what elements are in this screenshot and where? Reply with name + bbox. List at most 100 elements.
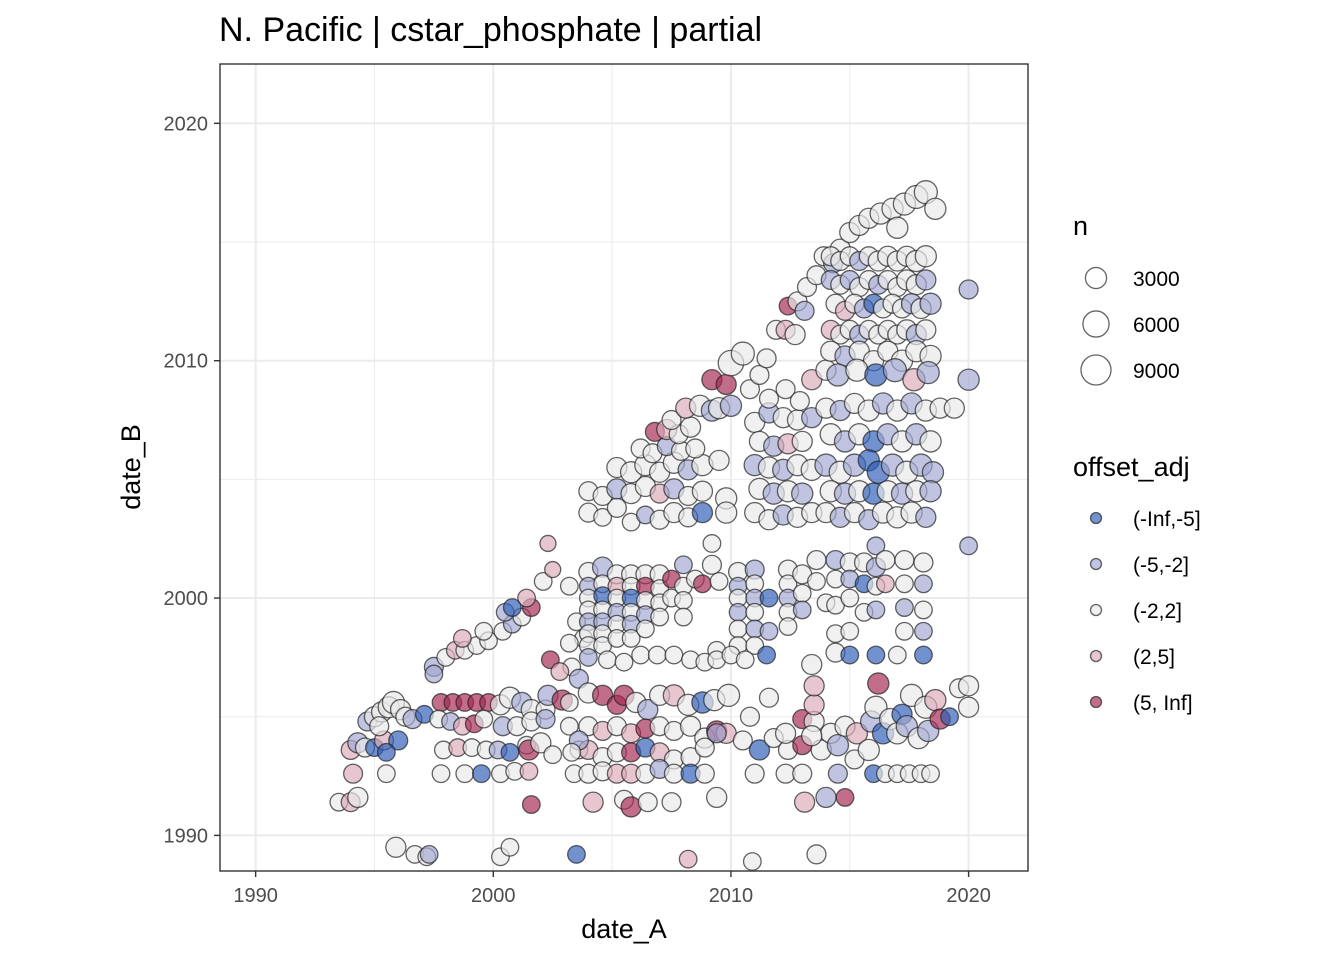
- data-point: [673, 607, 693, 627]
- data-point: [559, 576, 579, 596]
- data-point: [455, 764, 475, 784]
- data-point: [801, 653, 823, 676]
- data-point: [915, 269, 937, 291]
- data-point: [943, 397, 966, 419]
- data-point: [919, 480, 942, 503]
- data-point: [376, 764, 396, 784]
- data-point: [921, 461, 945, 484]
- data-point: [678, 849, 698, 869]
- data-point: [915, 506, 937, 529]
- data-point: [924, 688, 947, 712]
- data-point: [914, 245, 938, 268]
- data-point: [758, 388, 780, 409]
- data-point: [749, 364, 770, 386]
- data-point: [621, 628, 641, 648]
- data-point: [742, 852, 762, 871]
- data-point: [919, 292, 942, 315]
- data-point: [664, 645, 684, 665]
- data-point: [597, 650, 617, 670]
- color-legend-label: (2,5]: [1133, 646, 1175, 669]
- data-point: [775, 379, 796, 400]
- data-point: [913, 552, 934, 573]
- data-point: [431, 764, 451, 784]
- color-legend-title: offset_adj: [1073, 452, 1190, 482]
- data-point: [774, 722, 797, 745]
- data-point: [840, 645, 860, 665]
- y-tick-label: 2000: [164, 588, 209, 610]
- data-point: [913, 621, 933, 641]
- data-point: [500, 837, 520, 857]
- color-legend-key: [1089, 695, 1103, 709]
- data-point: [807, 571, 826, 591]
- size-legend-key: [1084, 266, 1108, 290]
- color-legend-label: (-Inf,-5]: [1133, 508, 1201, 531]
- data-point: [759, 621, 779, 641]
- data-point: [778, 617, 798, 636]
- data-point: [635, 619, 655, 639]
- data-point: [347, 786, 369, 809]
- data-point: [424, 664, 444, 684]
- data-point: [631, 645, 651, 665]
- data-point: [792, 583, 812, 603]
- data-point: [924, 197, 947, 220]
- size-legend-label: 3000: [1133, 268, 1180, 291]
- data-point: [559, 716, 579, 736]
- color-legend-key: [1089, 511, 1103, 525]
- data-point: [679, 715, 702, 737]
- data-point: [875, 574, 895, 594]
- color-legend-label: (-5,-2]: [1133, 554, 1189, 577]
- data-point: [702, 534, 722, 553]
- data-point: [539, 534, 557, 553]
- data-point: [806, 844, 827, 865]
- data-point: [758, 687, 780, 708]
- data-point: [757, 645, 777, 665]
- color-legend-label: (-2,2]: [1133, 600, 1182, 623]
- data-point: [745, 602, 765, 622]
- data-point: [614, 652, 634, 672]
- size-legend-title: n: [1073, 211, 1088, 241]
- data-point: [730, 341, 755, 366]
- data-point: [369, 716, 390, 737]
- data-point: [544, 560, 562, 579]
- data-point: [452, 628, 472, 648]
- data-point: [913, 645, 933, 665]
- data-point: [593, 507, 613, 527]
- data-point: [502, 598, 522, 617]
- plot-panel-border: [219, 63, 1029, 872]
- data-point: [708, 449, 730, 472]
- data-point: [716, 683, 741, 708]
- data-point: [835, 787, 855, 807]
- data-point: [894, 598, 914, 617]
- data-point: [517, 588, 537, 608]
- data-point: [794, 300, 815, 321]
- data-point: [673, 555, 693, 575]
- grid-lines: [220, 64, 1028, 871]
- data-point: [815, 786, 837, 809]
- data-point: [562, 742, 582, 762]
- data-point: [735, 650, 755, 670]
- data-point: [882, 358, 908, 383]
- data-point: [801, 725, 823, 747]
- data-point: [921, 764, 941, 784]
- size-legend: n 3000 6000 9000: [1073, 211, 1180, 386]
- data-point: [519, 761, 539, 781]
- data-point: [756, 348, 777, 369]
- axes: 1990 2000 2010 2020 1990 2000 2010 2020: [164, 113, 991, 907]
- data-point: [719, 394, 743, 418]
- data-point: [535, 708, 556, 730]
- data-point: [694, 737, 715, 758]
- data-point: [840, 621, 860, 641]
- data-point: [919, 430, 942, 453]
- data-point: [661, 409, 682, 431]
- data-point: [803, 675, 825, 697]
- data-point: [342, 763, 364, 784]
- data-point: [791, 430, 813, 453]
- data-point: [958, 279, 979, 300]
- data-point: [388, 730, 409, 751]
- data-point: [732, 730, 753, 751]
- data-point: [650, 607, 670, 627]
- data-point: [474, 621, 494, 641]
- data-points: [329, 180, 980, 871]
- data-point: [940, 707, 960, 727]
